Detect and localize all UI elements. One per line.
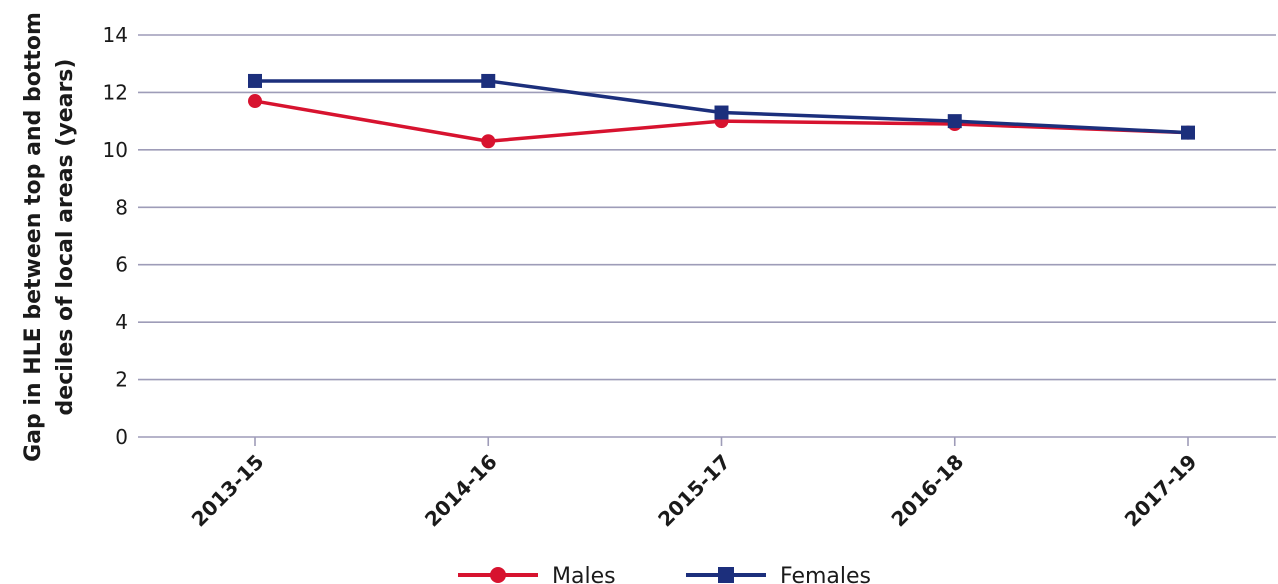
legend-marker-circle bbox=[490, 567, 506, 583]
x-axis-ticks: 2013-15 2014-16 2015-17 2016-18 2017-19 bbox=[187, 437, 1202, 531]
x-tick-label: 2013-15 bbox=[187, 450, 269, 532]
data-point-males bbox=[248, 94, 262, 109]
y-tick-label: 14 bbox=[103, 23, 128, 47]
x-tick-label: 2016-18 bbox=[886, 450, 968, 532]
legend-item-females: Females bbox=[686, 564, 871, 584]
x-tick-label: 2015-17 bbox=[653, 450, 735, 532]
gridlines bbox=[138, 34, 1276, 438]
y-tick-label: 6 bbox=[115, 253, 128, 277]
legend-item-males: Males bbox=[458, 564, 616, 584]
y-axis-label: Gap in HLE between top and bottom decile… bbox=[21, 12, 78, 462]
y-tick-label: 0 bbox=[115, 425, 128, 449]
x-tick-label: 2017-19 bbox=[1120, 450, 1202, 532]
y-tick-label: 8 bbox=[115, 195, 128, 219]
y-tick-label: 4 bbox=[115, 310, 128, 334]
legend: Males Females bbox=[458, 564, 871, 584]
y-axis-ticks: 0 2 4 6 8 10 12 14 bbox=[103, 23, 128, 449]
data-point-females bbox=[481, 73, 496, 88]
y-axis-label-line-2: deciles of local areas (years) bbox=[53, 59, 78, 416]
x-tick-label: 2014-16 bbox=[420, 450, 502, 532]
data-point-females bbox=[947, 114, 962, 129]
legend-label: Females bbox=[780, 564, 871, 584]
legend-marker-square bbox=[718, 567, 734, 583]
data-point-females bbox=[1181, 125, 1195, 140]
data-point-males bbox=[481, 134, 496, 149]
y-tick-label: 12 bbox=[103, 80, 128, 104]
series-males bbox=[248, 94, 1195, 149]
y-axis-label-line-1: Gap in HLE between top and bottom bbox=[21, 12, 46, 462]
series-lines bbox=[248, 73, 1195, 149]
y-tick-label: 10 bbox=[103, 138, 128, 162]
series-females bbox=[248, 73, 1195, 140]
data-point-females bbox=[248, 73, 262, 88]
data-point-females bbox=[714, 105, 729, 120]
y-tick-label: 2 bbox=[115, 368, 128, 392]
legend-label: Males bbox=[552, 564, 616, 584]
